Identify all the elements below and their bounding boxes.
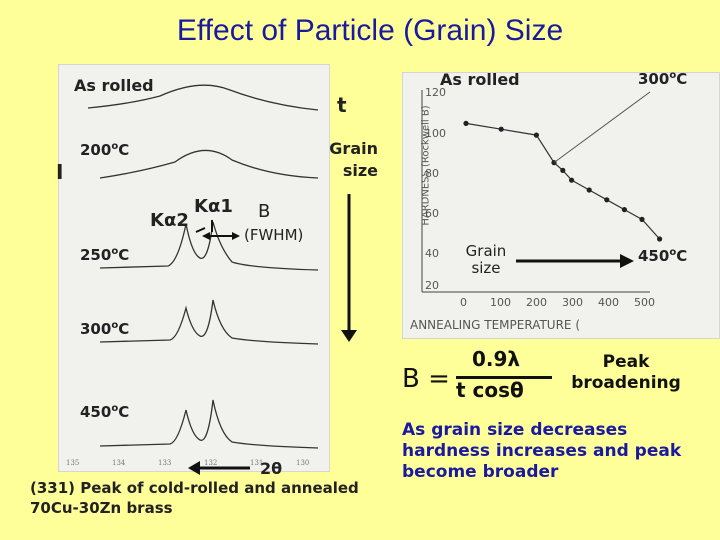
x-tick-t0: 0 <box>460 296 467 309</box>
hardness-point-2 <box>533 132 540 138</box>
x-tick-4: 131 <box>250 459 264 467</box>
slide-title: Effect of Particle (Grain) Size <box>176 14 564 47</box>
hardness-curve <box>465 122 661 240</box>
label-as-rolled-right: As rolled <box>440 70 520 89</box>
t-arrow-label: t <box>337 93 347 117</box>
b-label: B <box>258 201 271 222</box>
conclusion-text: As grain size decreases hardness increas… <box>402 420 682 482</box>
grain-size-label-right: Grain size <box>465 242 507 277</box>
label-as-rolled-left: As rolled <box>74 76 154 95</box>
fwhm-label: (FWHM) <box>244 226 304 244</box>
hardness-point-7 <box>604 197 610 203</box>
y-tick-20: 20 <box>425 279 439 292</box>
label-300c-right: 300oC <box>638 70 688 88</box>
hardness-point-0 <box>463 120 469 126</box>
label-450c-right: 450oC <box>638 247 688 265</box>
formula-numerator: 0.9λ <box>472 347 521 371</box>
x-tick-5: 130 <box>296 459 310 467</box>
hardness-point-4 <box>560 167 566 173</box>
hardness-point-8 <box>621 207 628 213</box>
trace-250c <box>99 221 319 271</box>
x-tick-3: 132 <box>204 459 218 467</box>
hardness-point-5 <box>569 177 575 183</box>
y-tick-80: 80 <box>425 167 439 180</box>
hardness-chart-panel <box>402 72 720 339</box>
intensity-axis-label: I <box>56 160 64 184</box>
label-250c: 250oC <box>80 246 130 264</box>
temperature-axis-label: ANNEALING TEMPERATURE ( <box>410 318 581 332</box>
trace-300c <box>99 299 319 345</box>
fraction-bar <box>456 376 552 379</box>
hardness-point-6 <box>586 187 592 193</box>
label-200c: 200oC <box>80 141 130 159</box>
peak-broadening-label: Peak broadening <box>571 352 681 393</box>
trace-200c <box>99 149 319 179</box>
figure-caption: (331) Peak of cold-rolled and annealed 7… <box>30 479 359 517</box>
y-tick-60: 60 <box>425 207 439 220</box>
x-tick-2: 133 <box>158 459 172 467</box>
x-tick-t500: 500 <box>634 296 655 309</box>
two-theta-label: 2θ <box>260 459 283 478</box>
trace-as-rolled <box>87 84 319 111</box>
ka1-label: Kα1 <box>194 196 233 217</box>
y-tick-100: 100 <box>425 127 446 140</box>
grain-size-label-left: Grain size <box>329 139 378 180</box>
x-tick-t300: 300 <box>562 296 583 309</box>
trace-450c <box>99 399 319 449</box>
y-tick-40: 40 <box>425 247 439 260</box>
y-tick-120: 120 <box>425 86 446 99</box>
hardness-point-1 <box>498 126 504 132</box>
ka2-arrow <box>195 227 206 233</box>
formula-lhs: B = <box>402 364 450 394</box>
x-tick-1: 134 <box>112 459 126 467</box>
formula-denominator: t cosθ <box>456 378 524 402</box>
recrystallization-guide-line <box>553 91 651 164</box>
x-tick-0: 135 <box>66 459 80 467</box>
label-450c-left: 450oC <box>80 403 130 421</box>
x-tick-t400: 400 <box>598 296 619 309</box>
hardness-point-9 <box>639 216 645 222</box>
ka2-label: Kα2 <box>150 210 189 231</box>
grain-size-arrow <box>341 194 357 342</box>
label-300c-left: 300oC <box>80 320 130 338</box>
x-tick-t100: 100 <box>490 296 511 309</box>
hardness-point-10 <box>657 236 663 242</box>
x-tick-t200: 200 <box>526 296 547 309</box>
